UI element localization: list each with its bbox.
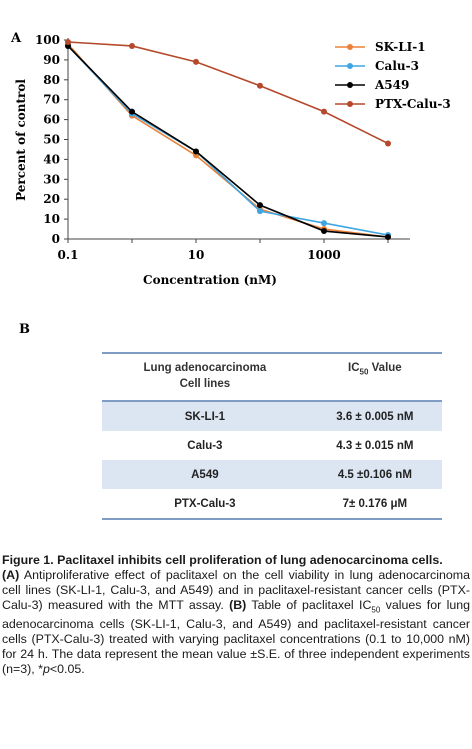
data-point — [321, 228, 327, 235]
table-row: PTX-Calu-3 7± 0.176 μM — [102, 489, 442, 520]
y-tick-label: 80 — [43, 73, 60, 87]
data-point — [193, 148, 199, 155]
ic50-value: 4.5 ±0.106 nM — [307, 460, 442, 489]
y-axis-label: Percent of control — [14, 79, 28, 201]
table-row: A549 4.5 ±0.106 nM — [102, 460, 442, 489]
series-line-a549 — [67, 45, 389, 238]
table-row: SK-LI-1 3.6 ± 0.005 nM — [102, 401, 442, 431]
series-line-sk-li-1 — [67, 43, 389, 238]
header-ic50: IC50 Value — [307, 352, 442, 402]
header-ic-text: IC — [348, 362, 360, 374]
y-tick-label: 10 — [43, 212, 60, 226]
ic50-value: 4.3 ± 0.015 nM — [336, 439, 414, 452]
header-line-1: Lung adenocarcinoma — [143, 362, 267, 374]
caption-b-text-1: Table of paclitaxel IC — [246, 598, 372, 612]
caption-p-italic: p — [42, 662, 50, 677]
y-tick-label: 60 — [43, 113, 60, 127]
x-axis-label: Concentration (nM) — [143, 273, 277, 287]
y-tick-label: 20 — [43, 192, 60, 206]
data-point — [385, 234, 391, 241]
data-point — [65, 38, 71, 45]
table-header-row: Lung adenocarcinoma Cell lines IC50 Valu… — [102, 352, 442, 402]
figure-caption: Figure 1. Paclitaxel inhibits cell proli… — [2, 553, 470, 677]
data-point — [257, 208, 263, 215]
series-layer — [65, 38, 391, 241]
legend-marker — [347, 101, 353, 107]
cell-line-name: A549 — [102, 460, 308, 489]
caption-b-text-3: <0.05. — [49, 662, 85, 677]
data-point — [321, 220, 327, 227]
y-tick-label: 0 — [52, 232, 60, 246]
cell-line-name: PTX-Calu-3 — [102, 489, 308, 520]
ic50-value: 7± 0.176 μM — [307, 489, 442, 520]
series-line-ptx-calu-3 — [67, 41, 389, 145]
y-tick-label: 70 — [43, 93, 60, 107]
header-cell-lines: Lung adenocarcinoma Cell lines — [102, 352, 308, 402]
legend-marker — [347, 63, 353, 69]
header-ic-sub: 50 — [359, 367, 369, 377]
caption-a-label: (A) — [2, 568, 20, 582]
caption-b-label: (B) — [229, 598, 247, 612]
data-point — [257, 202, 263, 209]
cell-line-name: Calu-3 — [187, 439, 223, 452]
cell-line-name: SK-LI-1 — [102, 401, 308, 431]
data-point — [129, 42, 135, 49]
data-point — [129, 108, 135, 115]
y-tick-label: 30 — [43, 172, 60, 186]
ic50-table: Lung adenocarcinoma Cell lines IC50 Valu… — [102, 352, 442, 520]
data-point — [193, 58, 199, 65]
series-line-calu-3 — [67, 45, 389, 236]
caption-title: Figure 1. Paclitaxel inhibits cell proli… — [2, 553, 443, 567]
y-tick-label: 50 — [43, 133, 60, 147]
legend-label: PTX-Calu-3 — [375, 97, 451, 111]
x-tick-label: 1000 — [307, 248, 340, 262]
legend-marker — [347, 44, 353, 50]
y-tick-label: 90 — [43, 53, 60, 67]
ic50-value: 3.6 ± 0.005 nM — [307, 401, 442, 431]
chart-legend: SK-LI-1 Calu-3 A549 PTX-Calu-3 — [335, 40, 451, 111]
table-row: Calu-3 4.3 ± 0.015 nM — [102, 431, 442, 460]
caption-b-text-2: values for lung adenocarcinoma cells (SK… — [2, 598, 471, 677]
panel-a-label: A — [10, 31, 22, 46]
x-tick-label: 0.1 — [58, 248, 79, 262]
data-point — [257, 82, 263, 89]
chart-axes: 0 10 20 30 40 50 60 70 80 90 100 0.1 10 1000 — [35, 33, 410, 262]
legend-label: SK-LI-1 — [375, 40, 426, 54]
y-tick-label: 40 — [43, 152, 60, 166]
legend-label: Calu-3 — [375, 59, 419, 73]
header-value-text: Value — [368, 362, 402, 374]
panel-b-label: B — [19, 322, 30, 337]
data-point — [321, 108, 327, 115]
legend-marker — [347, 82, 353, 88]
caption-b-sub: 50 — [371, 605, 381, 615]
caption-a-text: Antiproliferative effect of paclitaxel o… — [2, 568, 470, 612]
line-chart: A 0 10 20 30 40 50 60 70 80 90 100 0.1 10 1000 SK-LI-… — [10, 31, 451, 287]
header-line-2: Cell lines — [179, 378, 231, 390]
legend-label: A549 — [374, 78, 409, 92]
x-tick-label: 10 — [188, 248, 205, 262]
data-point — [385, 140, 391, 147]
y-tick-label: 100 — [35, 33, 60, 47]
